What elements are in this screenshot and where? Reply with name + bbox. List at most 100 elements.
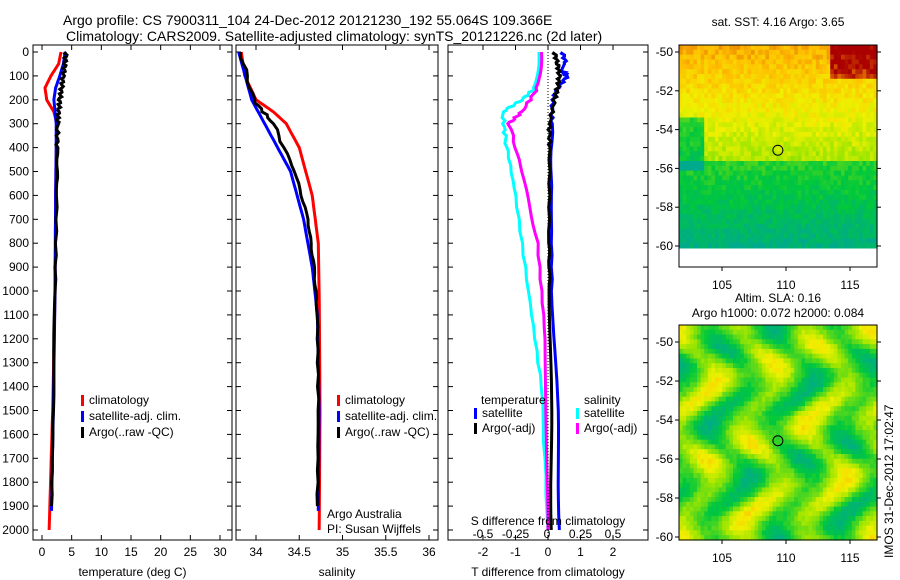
heatmap-cell xyxy=(772,482,777,489)
heatmap-cell xyxy=(801,334,806,340)
heatmap-cell xyxy=(751,161,756,167)
heatmap-cell xyxy=(700,74,705,80)
heatmap-cell xyxy=(801,363,806,369)
heatmap-cell xyxy=(801,358,806,364)
heatmap-cell xyxy=(859,487,864,493)
heatmap-cell xyxy=(707,223,712,230)
heatmap-cell xyxy=(697,64,702,70)
heatmap-cell xyxy=(797,348,802,355)
heatmap-cell xyxy=(826,368,831,374)
heatmap-cell xyxy=(769,387,774,393)
heatmap-cell xyxy=(729,487,734,493)
heatmap-cell xyxy=(693,339,698,345)
heatmap-cell xyxy=(869,185,874,191)
heatmap-cell xyxy=(769,112,774,118)
heatmap-cell xyxy=(718,59,723,65)
heatmap-cell xyxy=(805,127,810,133)
heatmap-cell xyxy=(725,415,730,422)
heatmap-cell xyxy=(862,175,867,181)
map-panel-1 xyxy=(675,44,881,271)
heatmap-cell xyxy=(783,223,788,230)
heatmap-cell xyxy=(873,382,878,388)
heatmap-cell xyxy=(722,88,727,94)
heatmap-cell xyxy=(751,103,756,109)
heatmap-cell xyxy=(772,334,777,340)
heatmap-cell xyxy=(693,468,698,474)
heatmap-cell xyxy=(848,98,853,104)
heatmap-cell xyxy=(801,165,806,172)
heatmap-cell xyxy=(844,348,849,355)
heatmap-cell xyxy=(776,45,781,51)
heatmap-cell xyxy=(869,127,874,133)
heatmap-cell xyxy=(826,358,831,364)
heatmap-cell xyxy=(704,45,709,51)
heatmap-cell xyxy=(859,54,864,61)
heatmap-cell xyxy=(733,170,738,176)
heatmap-cell xyxy=(797,45,802,51)
heatmap-cell xyxy=(679,420,684,426)
heatmap-cell xyxy=(711,93,716,99)
heatmap-cell xyxy=(812,449,817,455)
heatmap-cell xyxy=(769,83,774,90)
heatmap-cell xyxy=(747,228,752,234)
heatmap-cell xyxy=(790,122,795,128)
heatmap-cell xyxy=(808,391,813,398)
heatmap-cell xyxy=(754,156,759,162)
heatmap-cell xyxy=(765,458,770,465)
heatmap-cell xyxy=(715,482,720,489)
heatmap-cell xyxy=(772,511,777,517)
heatmap-cell xyxy=(776,180,781,186)
heatmap-cell xyxy=(783,449,788,455)
heatmap-cell xyxy=(851,482,856,489)
heatmap-cell xyxy=(758,103,763,109)
heatmap-cell xyxy=(761,482,766,489)
heatmap-cell xyxy=(743,233,748,239)
heatmap-cell xyxy=(704,54,709,61)
heatmap-cell xyxy=(787,136,792,143)
heatmap-cell xyxy=(819,83,824,90)
heatmap-cell xyxy=(833,382,838,388)
heatmap-cell xyxy=(869,463,874,469)
heatmap-cell xyxy=(765,377,770,383)
heatmap-cell xyxy=(859,339,864,345)
heatmap-cell xyxy=(848,358,853,364)
heatmap-cell xyxy=(844,406,849,412)
heatmap-cell xyxy=(794,439,799,446)
heatmap-cell xyxy=(823,78,828,85)
heatmap-cell xyxy=(862,223,867,230)
heatmap-cell xyxy=(837,520,842,527)
heatmap-cell xyxy=(862,525,867,532)
heatmap-cell xyxy=(761,477,766,484)
heatmap-cell xyxy=(715,233,720,239)
heatmap-cell xyxy=(740,415,745,422)
heatmap-cell xyxy=(826,377,831,383)
heatmap-cell xyxy=(815,420,820,426)
heatmap-cell xyxy=(790,430,795,436)
heatmap-cell xyxy=(718,454,723,460)
y-tick-label: 300 xyxy=(9,117,29,131)
heatmap-cell xyxy=(718,103,723,109)
heatmap-cell xyxy=(704,180,709,186)
heatmap-cell xyxy=(743,228,748,234)
heatmap-cell xyxy=(679,243,684,249)
heatmap-cell xyxy=(740,377,745,383)
heatmap-cell xyxy=(830,487,835,493)
heatmap-cell xyxy=(859,473,864,479)
heatmap-cell xyxy=(722,204,727,210)
heatmap-cell xyxy=(819,520,824,527)
heatmap-cell xyxy=(797,425,802,431)
heatmap-cell xyxy=(743,103,748,109)
heatmap-cell xyxy=(697,530,702,536)
heatmap-cell xyxy=(837,396,842,403)
heatmap-cell xyxy=(844,78,849,85)
heatmap-cell xyxy=(833,238,838,244)
heatmap-cell xyxy=(797,218,802,225)
heatmap-cell xyxy=(776,132,781,138)
heatmap-cell xyxy=(808,194,813,201)
heatmap-cell xyxy=(772,358,777,364)
heatmap-cell xyxy=(862,122,867,128)
heatmap-cell xyxy=(758,69,763,75)
heatmap-cell xyxy=(740,525,745,532)
heatmap-cell xyxy=(855,468,860,474)
heatmap-cell xyxy=(715,334,720,340)
